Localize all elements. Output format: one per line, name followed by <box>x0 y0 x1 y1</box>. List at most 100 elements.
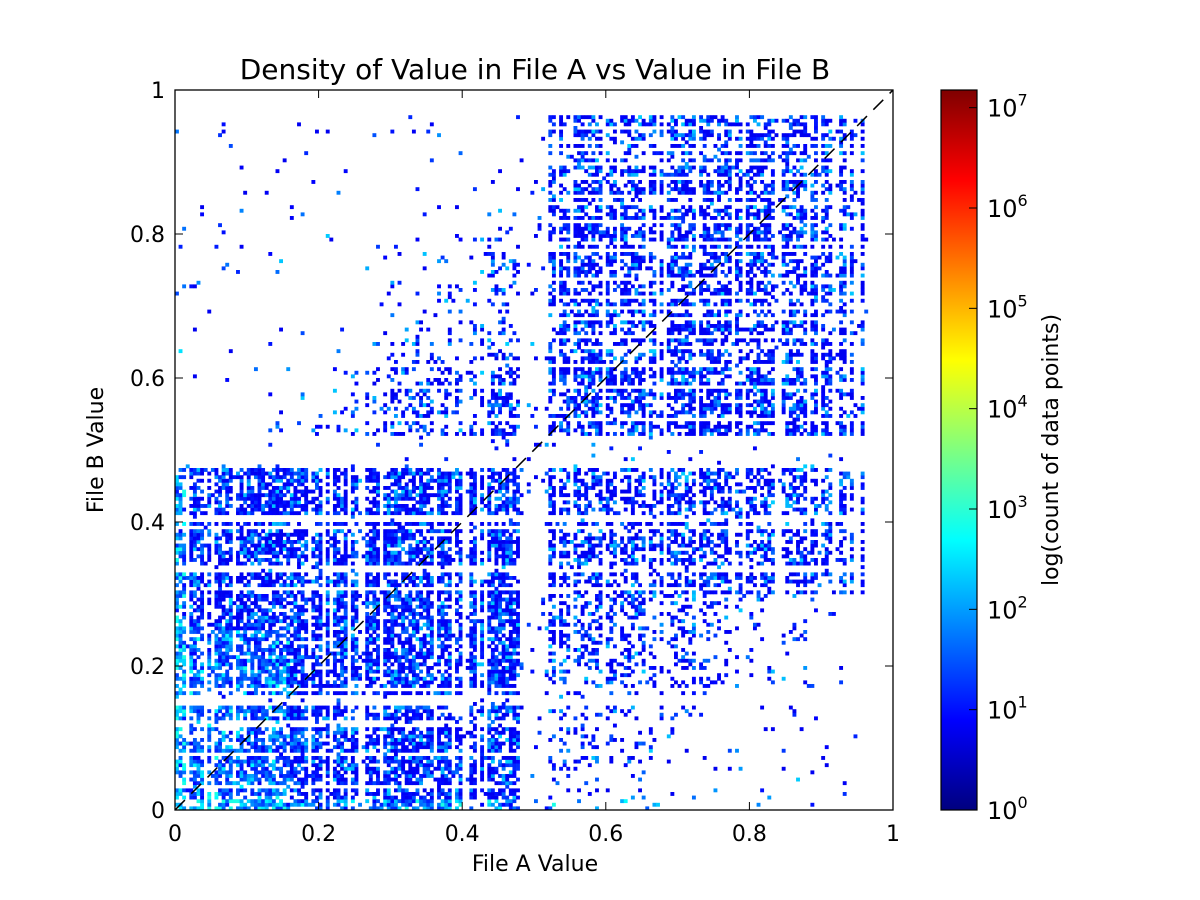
heatmap-cell <box>239 684 244 688</box>
heatmap-cell <box>437 684 441 688</box>
heatmap-cell <box>415 414 420 418</box>
heatmap-cell <box>472 684 477 688</box>
heatmap-cell <box>343 748 348 753</box>
heatmap-cell <box>315 730 319 735</box>
heatmap-cell <box>196 471 201 476</box>
heatmap-cell <box>386 583 391 588</box>
heatmap-cell <box>214 522 219 526</box>
heatmap-cell <box>447 482 452 487</box>
heatmap-cell <box>257 763 262 768</box>
heatmap-cell <box>228 604 233 609</box>
heatmap-cell <box>455 648 459 652</box>
heatmap-cell <box>257 644 262 649</box>
heatmap-cell <box>494 424 499 429</box>
heatmap-cell <box>411 655 416 660</box>
heatmap-cell <box>282 158 287 163</box>
heatmap-cell <box>401 370 406 375</box>
heatmap-cell <box>282 547 287 552</box>
heatmap-cell <box>354 691 359 696</box>
heatmap-cell <box>196 673 201 678</box>
heatmap-cell <box>415 320 420 325</box>
heatmap-cell <box>192 651 197 656</box>
heatmap-cell <box>447 540 452 544</box>
heatmap-cell <box>178 576 183 580</box>
heatmap-cell <box>401 507 406 512</box>
heatmap-cell <box>411 612 416 616</box>
heatmap-cell <box>192 572 197 577</box>
heatmap-cell <box>225 655 230 660</box>
heatmap-cell <box>221 680 226 685</box>
heatmap-cell <box>246 597 251 602</box>
heatmap-cell <box>347 554 352 559</box>
heatmap-cell <box>480 756 485 760</box>
heatmap-cell <box>419 435 424 440</box>
heatmap-cell <box>336 529 341 534</box>
heatmap-cell <box>426 471 431 476</box>
heatmap-cell <box>458 493 463 498</box>
heatmap-cell <box>304 496 309 501</box>
heatmap-cell <box>354 608 359 613</box>
heatmap-cell <box>264 788 269 793</box>
heatmap-cell <box>182 781 187 786</box>
heatmap-cell <box>447 730 452 735</box>
heatmap-cell <box>207 583 212 588</box>
heatmap-cell <box>221 558 226 562</box>
heatmap-cell <box>490 439 495 444</box>
heatmap-cell <box>376 244 380 249</box>
heatmap-cell <box>275 676 280 681</box>
heatmap-cell <box>325 669 330 674</box>
heatmap-cell <box>250 730 255 735</box>
heatmap-cell <box>243 640 248 645</box>
heatmap-cell <box>325 774 330 778</box>
heatmap-cell <box>419 486 424 490</box>
heatmap-cell <box>458 727 463 732</box>
heatmap-cell <box>175 666 179 670</box>
heatmap-cell <box>429 745 434 750</box>
heatmap-cell <box>332 705 337 710</box>
heatmap-cell <box>225 777 230 782</box>
heatmap-cell <box>350 511 355 516</box>
heatmap-cell <box>189 547 194 552</box>
heatmap-cell <box>440 608 445 613</box>
heatmap-cell <box>228 583 233 588</box>
heatmap-cell <box>455 478 459 483</box>
heatmap-cell <box>494 522 499 526</box>
heatmap-cell <box>207 612 212 616</box>
heatmap-cell <box>408 680 413 685</box>
heatmap-cell <box>429 676 434 681</box>
heatmap-cell <box>289 633 294 638</box>
heatmap-cell <box>182 658 187 663</box>
heatmap-cell <box>279 536 283 541</box>
heatmap-cell <box>487 482 492 487</box>
heatmap-cell <box>253 640 258 645</box>
heatmap-cell <box>175 741 179 746</box>
heatmap-cell <box>315 684 319 688</box>
heatmap-cell <box>196 604 201 609</box>
heatmap-cell <box>472 475 477 480</box>
heatmap-cell <box>257 471 262 476</box>
heatmap-cell <box>408 619 413 624</box>
heatmap-cell <box>257 478 262 483</box>
heatmap-cell <box>200 590 205 595</box>
heatmap-cell <box>368 655 373 660</box>
heatmap-cell <box>458 612 463 616</box>
heatmap-cell <box>214 536 219 541</box>
heatmap-cell <box>311 734 316 739</box>
heatmap-cell <box>429 579 434 584</box>
heatmap-cell <box>253 676 258 681</box>
heatmap-cell <box>318 504 323 508</box>
heatmap-cell <box>297 122 301 127</box>
heatmap-cell <box>178 554 183 559</box>
heatmap-cell <box>196 691 201 696</box>
heatmap-cell <box>304 630 309 634</box>
heatmap-cell <box>236 680 240 685</box>
heatmap-cell <box>408 777 413 782</box>
heatmap-cell <box>228 799 233 804</box>
heatmap-cell <box>386 406 391 411</box>
heatmap-cell <box>221 730 226 735</box>
heatmap-cell <box>192 626 197 631</box>
heatmap-cell <box>490 756 495 760</box>
heatmap-cell <box>196 655 201 660</box>
heatmap-cell <box>437 529 441 534</box>
heatmap-cell <box>318 684 323 688</box>
